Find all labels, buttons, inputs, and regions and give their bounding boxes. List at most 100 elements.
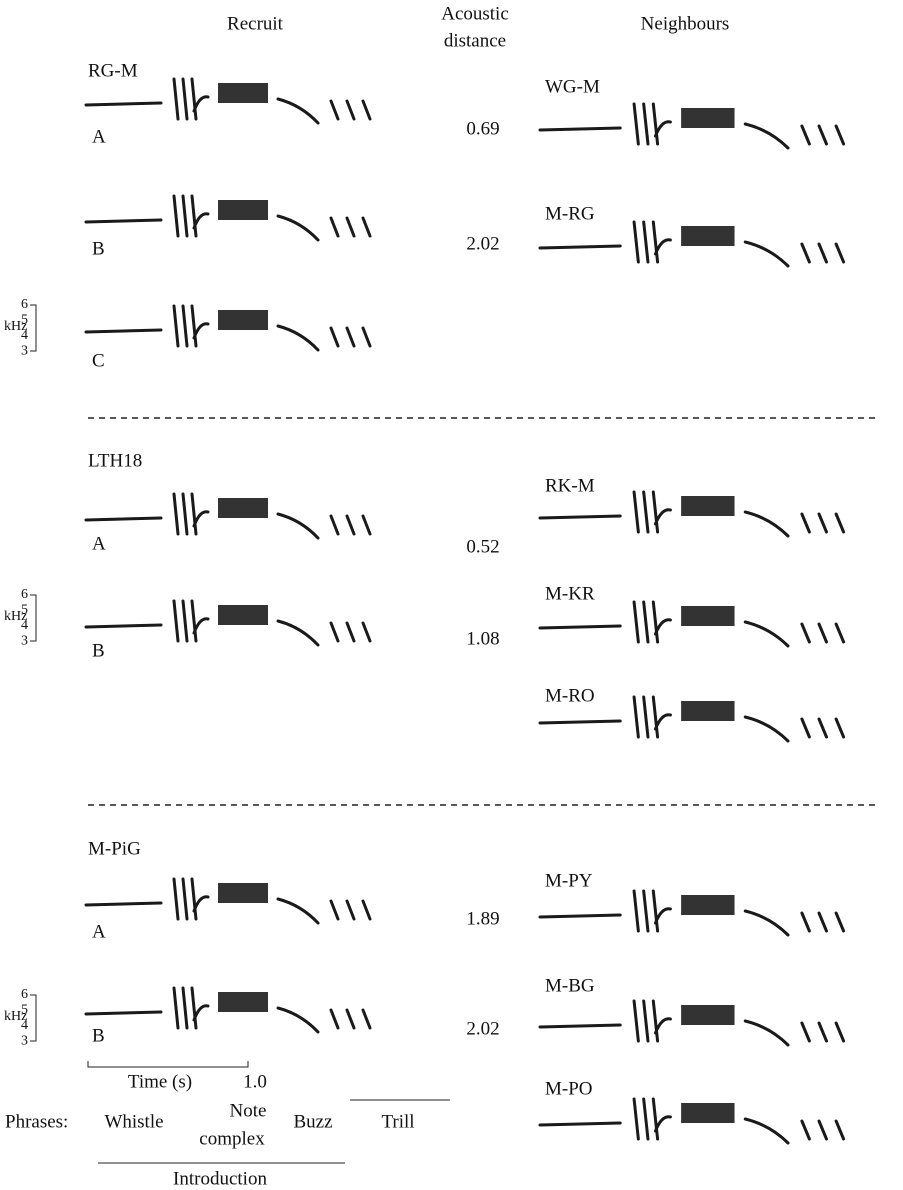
frequency-scale xyxy=(30,995,36,1041)
spectrogram-buzz xyxy=(218,83,268,103)
spectrogram-note xyxy=(836,514,843,532)
spectrogram-note xyxy=(745,1119,788,1143)
spectrogram-note xyxy=(86,625,161,627)
spectrogram-note xyxy=(540,721,620,723)
spectrogram-note xyxy=(194,214,208,228)
spectrogram-note xyxy=(192,988,196,1028)
spectrogram-note xyxy=(331,623,338,641)
frequency-tick: 3 xyxy=(21,634,28,649)
spectrogram-note xyxy=(194,897,208,911)
spectrogram-note xyxy=(194,512,208,526)
spectrogram-note xyxy=(653,104,657,144)
spectrogram-note xyxy=(644,222,648,262)
spectrogram-note xyxy=(836,1121,843,1139)
spectrogram xyxy=(540,492,844,536)
spectrogram-note xyxy=(278,99,318,123)
time-label: Time (s) xyxy=(128,1071,192,1092)
spectrogram-note xyxy=(634,492,638,532)
spectrogram xyxy=(86,494,370,538)
spectrogram-note xyxy=(194,97,208,111)
spectrogram-note xyxy=(745,242,788,266)
spectrogram-note xyxy=(655,510,670,524)
frequency-tick: 6 xyxy=(21,297,28,312)
spectrogram-note xyxy=(174,601,178,641)
spectrogram xyxy=(86,601,370,645)
neighbour-name: M-BG xyxy=(545,975,595,996)
song-label: A xyxy=(92,921,106,942)
spectrogram-note xyxy=(655,909,670,923)
spectrogram xyxy=(540,1099,844,1143)
spectrogram-buzz xyxy=(681,1103,734,1123)
spectrogram xyxy=(540,104,844,148)
spectrogram-note xyxy=(655,620,670,634)
spectrogram-note xyxy=(278,514,318,538)
spectrogram-note xyxy=(86,518,161,520)
spectrogram-note xyxy=(802,624,809,642)
spectrogram-note xyxy=(174,494,178,534)
spectrogram-note xyxy=(192,306,196,346)
spectrogram-note xyxy=(644,602,648,642)
frequency-tick: 3 xyxy=(21,344,28,359)
spectrogram-buzz xyxy=(681,1005,734,1025)
spectrogram-note xyxy=(183,988,187,1028)
spectrogram-note xyxy=(634,891,638,931)
spectrogram xyxy=(540,1001,844,1045)
spectrogram-buzz xyxy=(681,108,734,128)
spectrogram-note xyxy=(644,492,648,532)
spectrogram-note xyxy=(802,126,809,144)
spectrogram-note xyxy=(194,324,208,338)
spectrogram-note xyxy=(655,715,670,729)
spectrogram xyxy=(540,222,844,266)
time-axis xyxy=(88,1061,248,1067)
spectrogram-note xyxy=(634,602,638,642)
spectrogram-note xyxy=(331,516,338,534)
spectrogram-note xyxy=(183,879,187,919)
spectrogram-note xyxy=(331,328,338,346)
spectrogram-buzz xyxy=(681,496,734,516)
spectrogram-note xyxy=(278,216,318,240)
spectrogram-note xyxy=(819,514,826,532)
spectrogram-note xyxy=(634,1001,638,1041)
spectrogram-note xyxy=(347,328,354,346)
acoustic-distance: 2.02 xyxy=(466,233,499,254)
spectrogram-note xyxy=(174,196,178,236)
recruit-name: M-PiG xyxy=(88,838,141,859)
spectrogram-note xyxy=(183,196,187,236)
spectrogram-buzz xyxy=(218,200,268,220)
spectrogram-note xyxy=(540,246,620,248)
spectrogram-buzz xyxy=(681,701,734,721)
spectrogram-note xyxy=(363,901,370,919)
phrase-name: Whistle xyxy=(104,1111,163,1132)
spectrogram-note xyxy=(278,1008,318,1032)
figure: RecruitAcousticdistanceNeighboursRG-MABC… xyxy=(0,0,903,1190)
spectrogram-note xyxy=(745,911,788,935)
column-header: Acoustic xyxy=(441,3,509,24)
spectrogram-note xyxy=(183,79,187,119)
spectrogram-note xyxy=(653,891,657,931)
spectrogram-note xyxy=(644,1001,648,1041)
spectrogram-note xyxy=(655,240,670,254)
acoustic-distance: 2.02 xyxy=(466,1018,499,1039)
song-label: B xyxy=(92,1025,105,1046)
spectrogram-note xyxy=(86,1012,161,1014)
spectrogram-note xyxy=(194,1006,208,1020)
spectrogram-note xyxy=(347,1010,354,1028)
spectrogram-note xyxy=(174,988,178,1028)
spectrogram-buzz xyxy=(681,226,734,246)
spectrogram-note xyxy=(363,1010,370,1028)
spectrogram-note xyxy=(819,244,826,262)
spectrogram xyxy=(86,988,370,1032)
spectrogram-note xyxy=(802,719,809,737)
spectrogram-note xyxy=(802,244,809,262)
frequency-unit: kHz xyxy=(4,609,27,624)
spectrogram-note xyxy=(653,697,657,737)
spectrogram xyxy=(86,306,370,350)
song-label: A xyxy=(92,126,106,147)
phrase-name: Buzz xyxy=(293,1111,332,1132)
song-label: B xyxy=(92,238,105,259)
acoustic-distance: 0.69 xyxy=(466,118,499,139)
spectrogram-note xyxy=(644,104,648,144)
phrase-name: Note xyxy=(230,1100,267,1121)
column-header: Recruit xyxy=(227,13,284,34)
spectrogram-note xyxy=(174,79,178,119)
